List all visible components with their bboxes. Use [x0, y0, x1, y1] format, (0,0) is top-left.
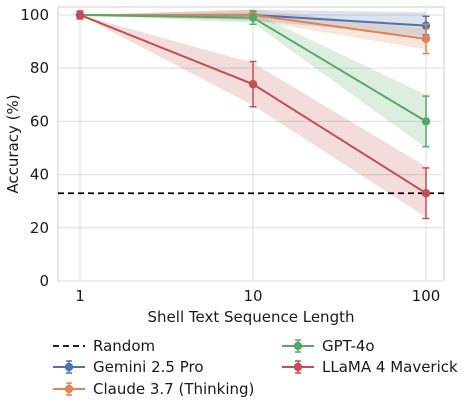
legend-item: LLaMA 4 Maverick [282, 358, 458, 376]
data-point [75, 10, 85, 20]
x-axis-label: Shell Text Sequence Length [148, 308, 355, 326]
legend-label: Random [93, 337, 155, 355]
legend-label: Claude 3.7 (Thinking) [93, 380, 254, 398]
data-point [421, 189, 431, 198]
legend-item: Gemini 2.5 Pro [53, 358, 204, 376]
legend-marker [293, 362, 303, 372]
data-point [421, 34, 431, 44]
x-tick-label: 100 [412, 287, 441, 305]
series-lines [75, 10, 431, 220]
y-tick-label: 80 [30, 59, 49, 77]
y-tick-label: 100 [20, 6, 49, 24]
y-tick-label: 40 [30, 166, 49, 184]
x-tick-label: 10 [243, 287, 262, 305]
legend-label: Gemini 2.5 Pro [93, 358, 204, 376]
legend: Random Gemini 2.5 Pro Claude 3.7 (Thinking… [53, 337, 458, 398]
legend-marker [64, 362, 74, 372]
y-tick-label: 20 [30, 219, 49, 237]
y-tick-label: 60 [30, 112, 49, 130]
legend-item: GPT-4o [282, 337, 375, 355]
legend-label: LLaMA 4 Maverick [322, 358, 458, 376]
y-tick-label: 0 [39, 272, 49, 290]
plot-area [57, 6, 445, 282]
legend-label: GPT-4o [322, 337, 375, 355]
x-tick-label: 1 [75, 287, 85, 305]
data-point [248, 79, 258, 89]
legend-item: Random [53, 337, 155, 355]
legend-marker [64, 384, 74, 394]
data-point [421, 117, 431, 126]
tick-labels: 0 20 40 60 80 100 1 10 100 [20, 6, 440, 305]
legend-marker [293, 341, 303, 351]
y-axis-label: Accuracy (%) [4, 94, 22, 193]
legend-item: Claude 3.7 (Thinking) [53, 380, 254, 398]
data-point [248, 13, 258, 22]
